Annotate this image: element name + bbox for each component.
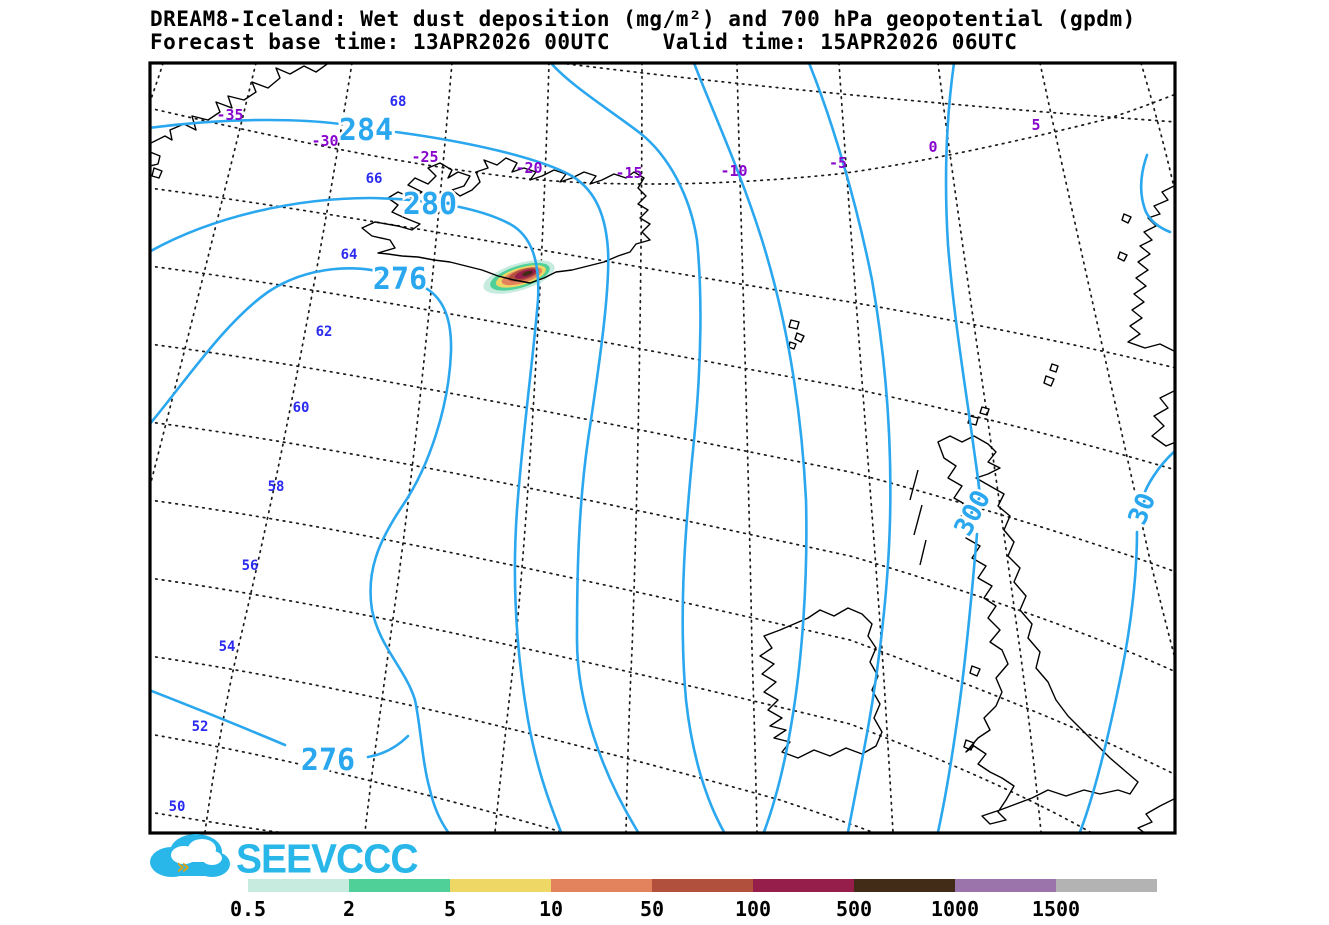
lon-label: -20 [515, 159, 542, 177]
contour-308-stub [1139, 153, 1172, 234]
contour-288 [550, 64, 726, 832]
ireland-coast [759, 607, 883, 759]
lat-label: 64 [341, 247, 358, 263]
contour-label-284: 284 [339, 113, 393, 148]
lat-label: 68 [390, 94, 407, 110]
map-title: DREAM8-Iceland: Wet dust deposition (mg/… [150, 7, 1136, 31]
longitude-label-group: -35 -30 -25 -20 -15 -10 -5 0 5 [216, 106, 1040, 182]
contour-label-276-lower: 276 [301, 743, 355, 778]
contour-296 [807, 64, 892, 832]
contour-label-280: 280 [403, 187, 457, 222]
lat-label: 66 [366, 171, 383, 187]
seevccc-logo-text: SEEVCCC [236, 836, 419, 883]
contour-276-loop [151, 266, 453, 832]
logo-arrow-icon: » [176, 855, 190, 880]
lat-label: 62 [316, 324, 333, 340]
contour-300 [936, 64, 982, 832]
contour-292 [692, 64, 808, 832]
lon-label: -30 [311, 132, 338, 150]
lon-label: -10 [720, 162, 747, 180]
lon-label: 5 [1031, 116, 1040, 134]
lat-label: 58 [268, 479, 285, 495]
lon-label: -25 [411, 148, 438, 166]
coastlines [151, 64, 1174, 832]
lat-label: 52 [192, 719, 209, 735]
contour-276-inner [151, 689, 410, 759]
geopotential-contours [151, 64, 1174, 832]
lon-label: -15 [615, 164, 642, 182]
map-frame [148, 61, 1177, 835]
greenland-coast [151, 64, 329, 144]
latitude-label-group: 68 66 64 62 60 58 56 54 52 50 [169, 94, 407, 815]
contour-label-304: 30 [1123, 489, 1163, 529]
great-britain-coast [937, 435, 1139, 825]
lat-label: 56 [242, 558, 259, 574]
contour-label-276-upper: 276 [373, 262, 427, 297]
contour-284 [151, 118, 640, 832]
lat-label: 60 [293, 400, 310, 416]
seevccc-logo-icon: » [150, 834, 230, 880]
norway-coast [1127, 185, 1174, 352]
lat-label: 50 [169, 799, 186, 815]
graticule-grid [151, 64, 1174, 832]
lon-label: -35 [216, 106, 243, 124]
title-block: DREAM8-Iceland: Wet dust deposition (mg/… [150, 8, 1329, 54]
contour-304 [1078, 450, 1174, 832]
lat-label: 54 [219, 639, 236, 655]
map-subtitle: Forecast base time: 13APR2026 00UTC Vali… [150, 30, 1018, 54]
contour-280 [151, 196, 563, 832]
contour-label-300: 300 [949, 485, 998, 541]
lon-label: 0 [928, 138, 937, 156]
lon-label: -5 [829, 154, 847, 172]
iceland-coast [361, 157, 651, 284]
contour-label-group: 284 280 276 276 300 30 [298, 111, 1164, 781]
